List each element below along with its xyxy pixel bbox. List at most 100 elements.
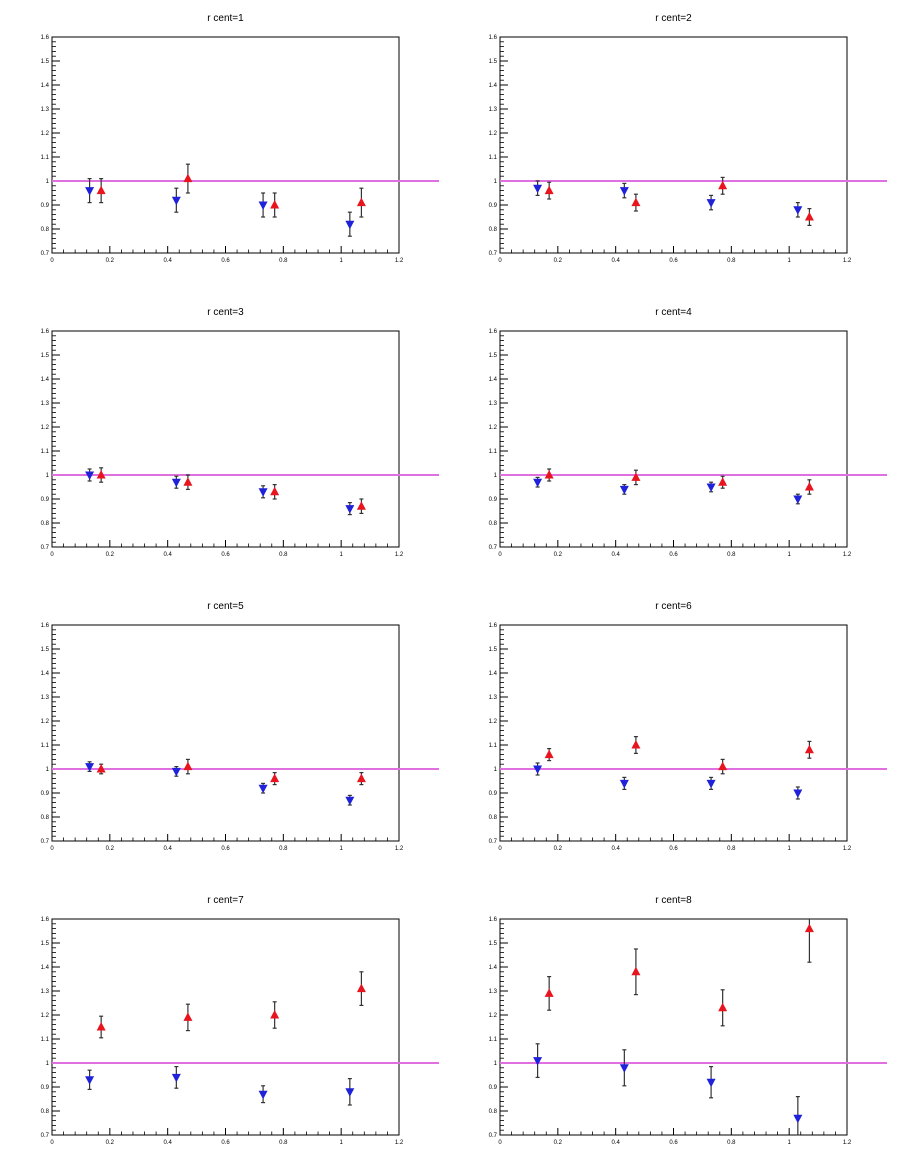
data-point-down-triangle: [706, 199, 716, 208]
x-tick-label: 0.2: [554, 552, 563, 558]
y-tick-label: 1.4: [489, 671, 498, 677]
y-tick-label: 1.2: [489, 1013, 498, 1019]
panel-3: r cent=3 0.7 0.8 0.9 1 1.1 1.2 1.3 1.4 1.5 1.6 0 0.2…: [41, 307, 439, 558]
panel-title: r cent=6: [655, 601, 692, 612]
y-tick-label: 1.3: [489, 695, 498, 701]
x-tick-label: 0.6: [221, 258, 230, 264]
x-tick-label: 1.2: [843, 258, 852, 264]
x-tick-label: 0.2: [106, 552, 115, 558]
y-tick-label: 0.8: [489, 521, 498, 527]
x-tick-label: 0.8: [727, 552, 736, 558]
y-tick-label: 0.9: [41, 791, 50, 797]
y-tick-label: 1.2: [489, 425, 498, 431]
x-tick-label: 0.8: [279, 1140, 288, 1146]
data-point-down-triangle: [793, 789, 803, 798]
data-point-down-triangle: [258, 201, 268, 210]
x-tick-label: 0: [498, 258, 502, 264]
y-tick-label: 0.8: [489, 227, 498, 233]
y-tick-label: 1.5: [41, 59, 50, 65]
x-tick-label: 0: [50, 1140, 54, 1146]
panel-title: r cent=1: [207, 13, 244, 24]
y-tick-label: 1.2: [41, 1013, 50, 1019]
panel-title: r cent=4: [655, 307, 692, 318]
y-tick-label: 1.1: [489, 1037, 498, 1043]
panel-6: r cent=6 0.7 0.8 0.9 1 1.1 1.2 1.3 1.4 1.5 1.6 0 0.2…: [489, 601, 887, 852]
y-tick-label: 0.9: [489, 1085, 498, 1091]
y-tick-label: 1.3: [489, 989, 498, 995]
x-tick-label: 0.6: [221, 846, 230, 852]
y-tick-label: 1.3: [489, 401, 498, 407]
x-tick-label: 0.4: [163, 1140, 172, 1146]
data-point-up-triangle: [183, 477, 193, 486]
x-tick-label: 0: [50, 258, 54, 264]
x-tick-label: 0.4: [163, 258, 172, 264]
x-tick-label: 1.2: [843, 846, 852, 852]
data-point-down-triangle: [85, 471, 95, 480]
x-tick-label: 0.2: [106, 1140, 115, 1146]
panel-7: r cent=7 0.7 0.8 0.9 1 1.1 1.2 1.3 1.4 1.5 1.6 0 0.2…: [41, 895, 439, 1146]
data-point-down-triangle: [533, 478, 543, 488]
data-point-down-triangle: [706, 483, 716, 492]
data-point-down-triangle: [619, 1064, 629, 1073]
data-point-down-triangle: [171, 478, 181, 488]
y-tick-label: 1.6: [41, 35, 50, 41]
x-tick-label: 1.2: [395, 1140, 404, 1146]
data-point-down-triangle: [258, 784, 268, 794]
data-point-up-triangle: [804, 482, 814, 491]
x-tick-label: 1: [339, 1140, 343, 1146]
data-point-down-triangle: [171, 196, 181, 206]
x-tick-label: 1.2: [843, 552, 852, 558]
x-tick-label: 0.2: [554, 258, 563, 264]
y-tick-label: 1.4: [41, 671, 50, 677]
data-point-up-triangle: [270, 200, 280, 209]
data-point-down-triangle: [619, 187, 629, 196]
y-tick-label: 0.7: [41, 1133, 50, 1139]
x-tick-label: 0: [498, 846, 502, 852]
x-tick-label: 0.4: [611, 552, 620, 558]
plot-frame: [51, 624, 400, 842]
y-tick-label: 0.9: [489, 791, 498, 797]
data-point-down-triangle: [85, 1076, 95, 1085]
data-point-up-triangle: [544, 470, 554, 479]
x-tick-label: 0.8: [727, 846, 736, 852]
y-tick-label: 1.3: [41, 989, 50, 995]
plot-frame: [51, 36, 400, 254]
panel-title: r cent=3: [207, 307, 244, 318]
y-tick-label: 0.8: [41, 815, 50, 821]
y-tick-label: 0.7: [489, 251, 498, 257]
x-tick-label: 1: [339, 258, 343, 264]
x-tick-label: 1: [339, 552, 343, 558]
plot-frame: [51, 330, 400, 548]
x-tick-label: 0.8: [727, 258, 736, 264]
data-point-up-triangle: [631, 472, 641, 481]
x-tick-label: 0: [50, 552, 54, 558]
y-tick-label: 1.1: [41, 449, 50, 455]
data-point-up-triangle: [356, 501, 366, 510]
y-tick-label: 0.8: [41, 521, 50, 527]
data-point-down-triangle: [706, 1078, 716, 1088]
panel-title: r cent=7: [207, 895, 244, 906]
x-tick-label: 1: [339, 846, 343, 852]
plot-frame: [499, 330, 848, 548]
x-tick-label: 0.4: [611, 1140, 620, 1146]
y-tick-label: 1.5: [41, 647, 50, 653]
data-point-up-triangle: [270, 773, 280, 783]
y-tick-label: 1: [46, 179, 50, 185]
y-tick-label: 0.7: [489, 1133, 498, 1139]
y-tick-label: 1.5: [489, 647, 498, 653]
data-point-down-triangle: [345, 796, 355, 806]
y-tick-label: 1.5: [489, 353, 498, 359]
x-tick-label: 0: [498, 1140, 502, 1146]
y-tick-label: 1.5: [41, 941, 50, 947]
x-tick-label: 0.2: [554, 846, 563, 852]
x-tick-label: 0.4: [163, 846, 172, 852]
plot-frame: [51, 918, 400, 1136]
data-point-up-triangle: [96, 1022, 106, 1031]
y-tick-label: 1.4: [489, 83, 498, 89]
y-tick-label: 1.4: [41, 83, 50, 89]
panel-8: r cent=8 0.7 0.8 0.9 1 1.1 1.2 1.3 1.4 1.5 1.6 0 0.2…: [489, 895, 887, 1146]
x-tick-label: 0.8: [727, 1140, 736, 1146]
x-tick-label: 0.6: [669, 846, 678, 852]
panel-4: r cent=4 0.7 0.8 0.9 1 1.1 1.2 1.3 1.4 1.5 1.6 0 0.2…: [489, 307, 887, 558]
y-tick-label: 1.2: [489, 131, 498, 137]
